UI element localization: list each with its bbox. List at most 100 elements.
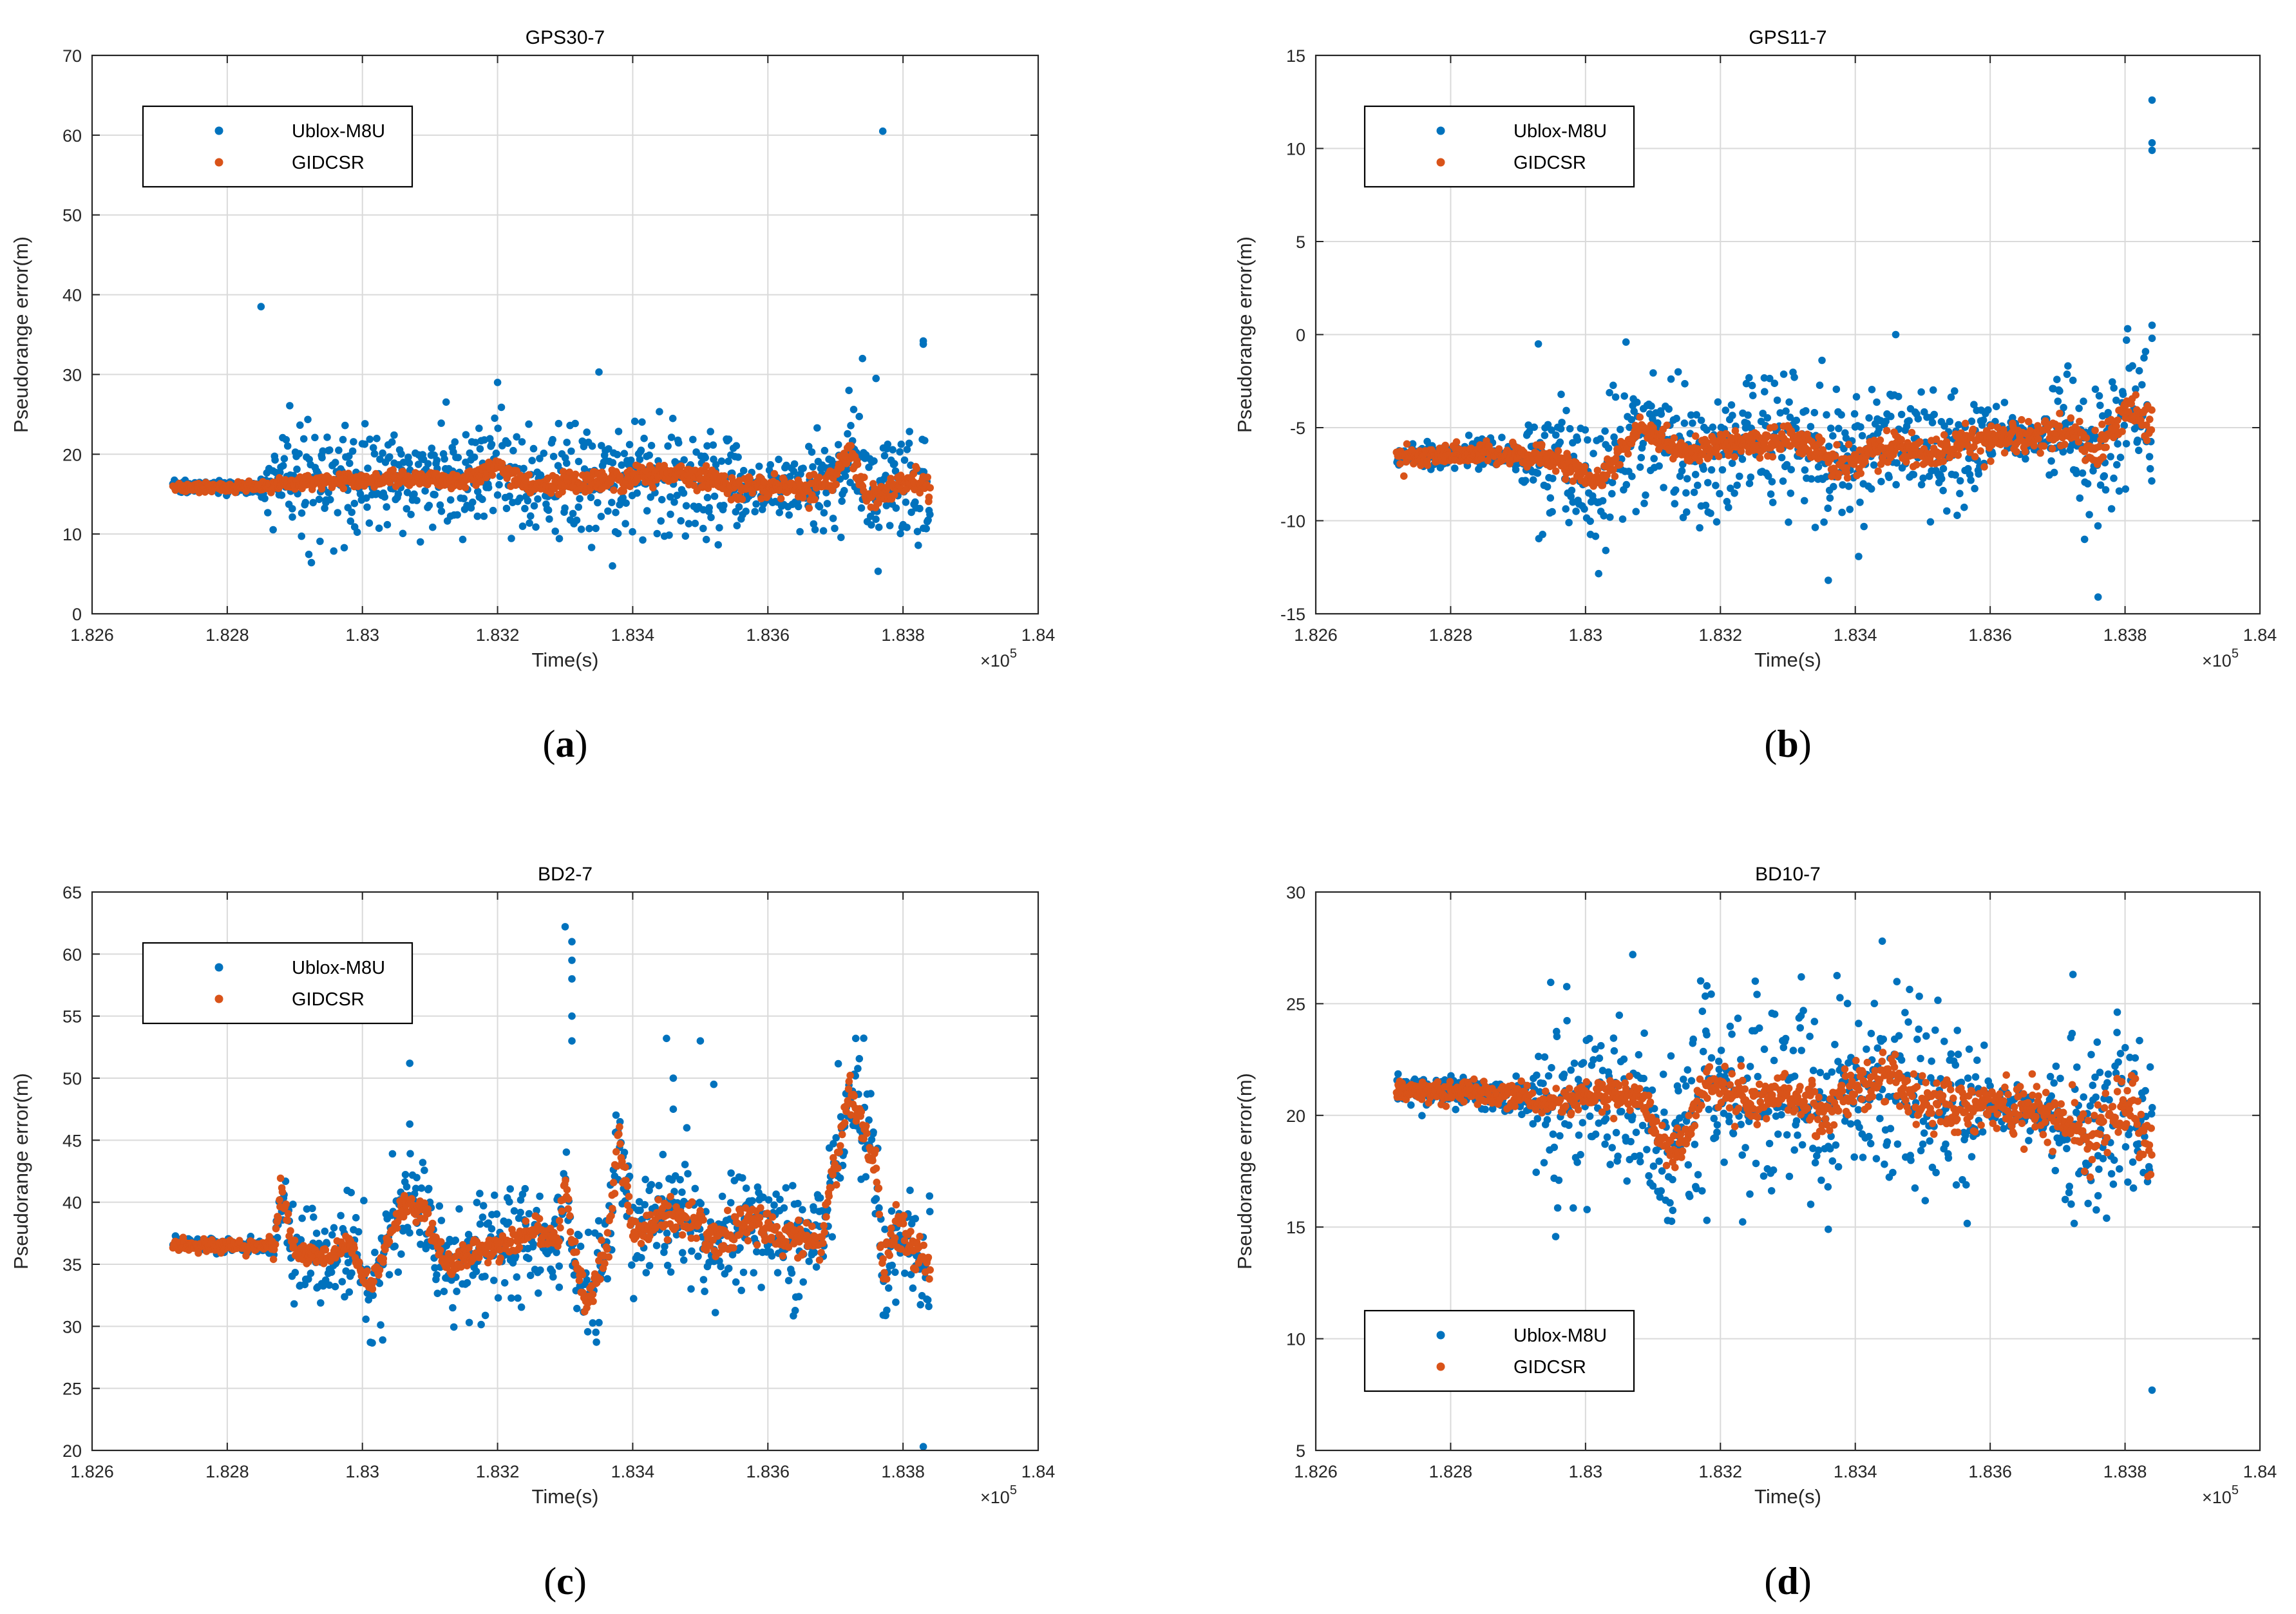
data-point — [463, 1279, 471, 1287]
data-point — [276, 1174, 285, 1182]
data-point — [1599, 481, 1607, 489]
x-tick-label: 1.826 — [70, 625, 114, 645]
x-axis-label: Time(s) — [1754, 649, 1821, 671]
data-point — [504, 439, 512, 447]
data-point — [1667, 375, 1675, 383]
data-point-outlier — [669, 1105, 678, 1113]
data-point — [862, 1173, 870, 1181]
y-tick-label: 40 — [62, 286, 82, 305]
data-point — [773, 1269, 782, 1277]
data-point — [546, 515, 553, 523]
data-point — [1632, 508, 1640, 516]
data-point — [1893, 459, 1901, 467]
data-point — [1627, 415, 1635, 424]
data-point — [562, 1148, 571, 1156]
data-point — [571, 419, 579, 428]
data-point — [1984, 406, 1992, 414]
data-point — [274, 1214, 283, 1222]
data-point — [691, 519, 699, 527]
data-point — [799, 464, 807, 472]
data-point — [867, 1090, 875, 1097]
data-point — [840, 487, 848, 495]
data-point — [1842, 434, 1850, 442]
x-tick-label: 1.83 — [345, 625, 379, 645]
data-point — [1787, 466, 1795, 473]
data-point — [926, 511, 934, 518]
legend-label: GIDCSR — [292, 153, 365, 173]
data-point — [612, 1111, 620, 1119]
data-point — [425, 502, 433, 509]
data-point — [1940, 422, 1948, 430]
data-point — [1785, 398, 1793, 406]
data-point — [587, 493, 595, 502]
data-point — [279, 462, 287, 470]
data-point — [669, 414, 677, 422]
data-point — [829, 515, 837, 522]
data-point — [555, 1262, 563, 1270]
data-point — [909, 1284, 917, 1292]
data-point — [813, 424, 821, 432]
legend-marker-ublox-m8u — [1436, 126, 1445, 135]
caption-close-paren: ) — [575, 723, 588, 765]
data-point — [2050, 468, 2058, 477]
data-point — [1930, 410, 1938, 419]
data-point — [2146, 465, 2154, 473]
data-point — [1702, 501, 1710, 509]
data-point — [347, 1188, 355, 1197]
x-tick-label: 1.84 — [1021, 625, 1056, 645]
data-point — [360, 1197, 368, 1204]
data-point — [406, 1150, 414, 1158]
data-point — [299, 435, 308, 443]
data-point — [897, 529, 904, 538]
data-point — [1785, 518, 1792, 526]
data-point — [725, 435, 733, 443]
data-point — [520, 464, 527, 473]
data-point — [1611, 472, 1619, 480]
data-point — [446, 496, 455, 504]
data-point — [474, 488, 482, 495]
data-point — [799, 1278, 807, 1286]
data-point — [1822, 473, 1830, 480]
data-point — [764, 1196, 773, 1204]
data-point — [1818, 356, 1826, 365]
data-point — [471, 439, 480, 446]
data-point — [1914, 415, 1922, 422]
data-point-outlier — [845, 386, 853, 394]
data-point — [1955, 421, 1962, 429]
data-point — [831, 524, 839, 533]
data-point — [843, 466, 851, 473]
data-point — [790, 460, 799, 468]
data-point — [527, 512, 535, 520]
data-point — [1947, 393, 1955, 401]
data-point — [1611, 393, 1620, 401]
data-point-outlier — [872, 374, 880, 383]
data-point — [1450, 464, 1459, 472]
data-point — [350, 499, 359, 508]
data-point — [1529, 476, 1537, 484]
data-point — [461, 484, 470, 491]
data-point — [2064, 362, 2072, 370]
data-point — [345, 1288, 354, 1296]
data-point — [1580, 505, 1588, 513]
data-point — [296, 473, 304, 481]
data-point — [619, 494, 627, 502]
data-point — [433, 456, 441, 464]
data-point — [1832, 385, 1841, 394]
data-point — [369, 444, 377, 451]
data-point-outlier — [859, 354, 866, 363]
data-point — [2129, 362, 2136, 370]
data-point — [2067, 414, 2075, 422]
data-point — [1679, 513, 1687, 522]
data-point — [335, 446, 343, 454]
data-point — [315, 495, 323, 504]
data-point — [911, 1215, 919, 1222]
data-point — [1546, 494, 1555, 502]
data-point — [872, 1195, 880, 1202]
data-point — [847, 422, 855, 430]
data-point — [449, 1304, 457, 1312]
data-point — [2000, 399, 2009, 406]
data-point — [286, 402, 294, 410]
data-point — [453, 472, 461, 480]
data-point — [368, 1285, 377, 1293]
data-point — [1703, 426, 1711, 434]
